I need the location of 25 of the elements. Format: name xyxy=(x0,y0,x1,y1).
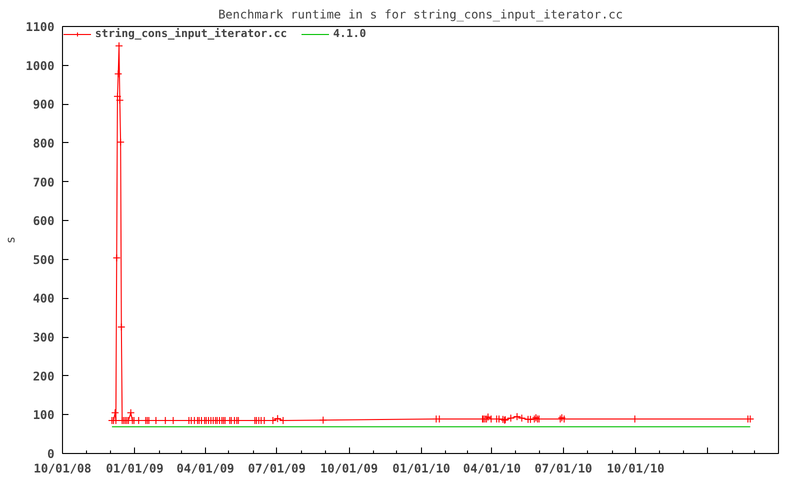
x-tick-label: 04/01/10 xyxy=(463,462,521,476)
y-axis-title: s xyxy=(4,236,18,244)
x-tick-label: 01/01/10 xyxy=(392,462,450,476)
x-tick-label: 10/01/08 xyxy=(34,462,92,476)
x-tick-label: 04/01/09 xyxy=(176,462,234,476)
y-tick-label: 300 xyxy=(32,330,55,345)
legend-label: string_cons_input_iterator.cc xyxy=(95,27,288,40)
y-tick-label: 0 xyxy=(47,447,55,461)
y-tick-label: 400 xyxy=(32,292,55,306)
x-tick-label: 07/01/10 xyxy=(534,462,592,476)
y-tick-label: 1100 xyxy=(26,20,55,34)
chart-title: Benchmark runtime in s for string_cons_input_iterator.cc xyxy=(218,8,623,22)
y-tick-label: 800 xyxy=(32,136,55,150)
y-tick-label: 500 xyxy=(32,252,55,267)
y-tick-label: 200 xyxy=(32,369,55,384)
y-tick-label: 100 xyxy=(32,408,55,422)
legend-label: 4.1.0 xyxy=(333,27,366,40)
y-tick-label: 900 xyxy=(32,98,55,112)
x-tick-label: 10/01/09 xyxy=(320,462,378,476)
y-tick-label: 1000 xyxy=(26,58,55,73)
x-tick-label: 07/01/09 xyxy=(248,462,306,476)
x-tick-label: 10/01/10 xyxy=(606,462,665,476)
x-tick-label: 01/01/09 xyxy=(106,462,164,476)
y-tick-label: 700 xyxy=(32,175,55,190)
y-tick-label: 600 xyxy=(32,214,55,228)
